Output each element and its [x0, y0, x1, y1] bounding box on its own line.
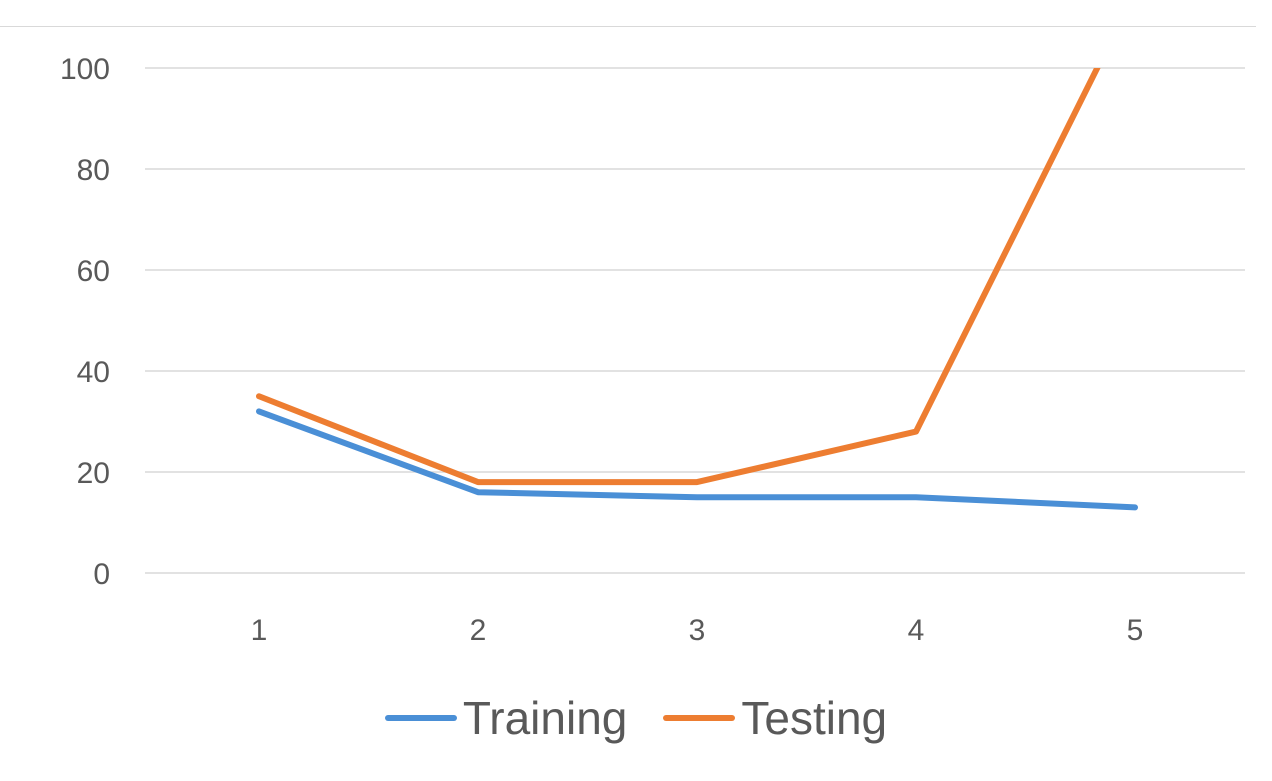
chart-top-border	[0, 0, 1256, 27]
legend-swatch-testing	[663, 715, 736, 721]
series-line-training	[256, 408, 1138, 511]
y-tick-label: 40	[77, 356, 110, 389]
x-tick-label: 2	[470, 614, 487, 647]
y-tick-label: 20	[77, 457, 110, 490]
x-tick-label: 3	[689, 614, 706, 647]
legend-swatch-training	[384, 715, 457, 721]
gridlines	[145, 67, 1245, 574]
y-tick-label: 100	[60, 53, 110, 86]
legend: Training Testing	[0, 688, 1272, 748]
legend-label-testing: Testing	[741, 692, 888, 744]
y-tick-label: 60	[77, 255, 110, 288]
legend-label-training: Training	[462, 692, 628, 744]
x-tick-label: 4	[908, 614, 925, 647]
line-chart: 0 20 40 60 80 100 1 2 3 4 5	[60, 53, 1245, 647]
x-tick-label: 1	[251, 614, 268, 647]
series-lines	[256, 68, 1138, 511]
y-tick-label: 80	[77, 154, 110, 187]
series-line-testing	[256, 68, 1101, 486]
legend-item-training: Training	[384, 691, 628, 745]
y-tick-label: 0	[93, 558, 110, 591]
y-axis-ticks: 0 20 40 60 80 100	[60, 53, 110, 591]
legend-item-testing: Testing	[663, 691, 887, 745]
x-tick-label: 5	[1127, 614, 1144, 647]
x-axis-ticks: 1 2 3 4 5	[251, 614, 1144, 647]
